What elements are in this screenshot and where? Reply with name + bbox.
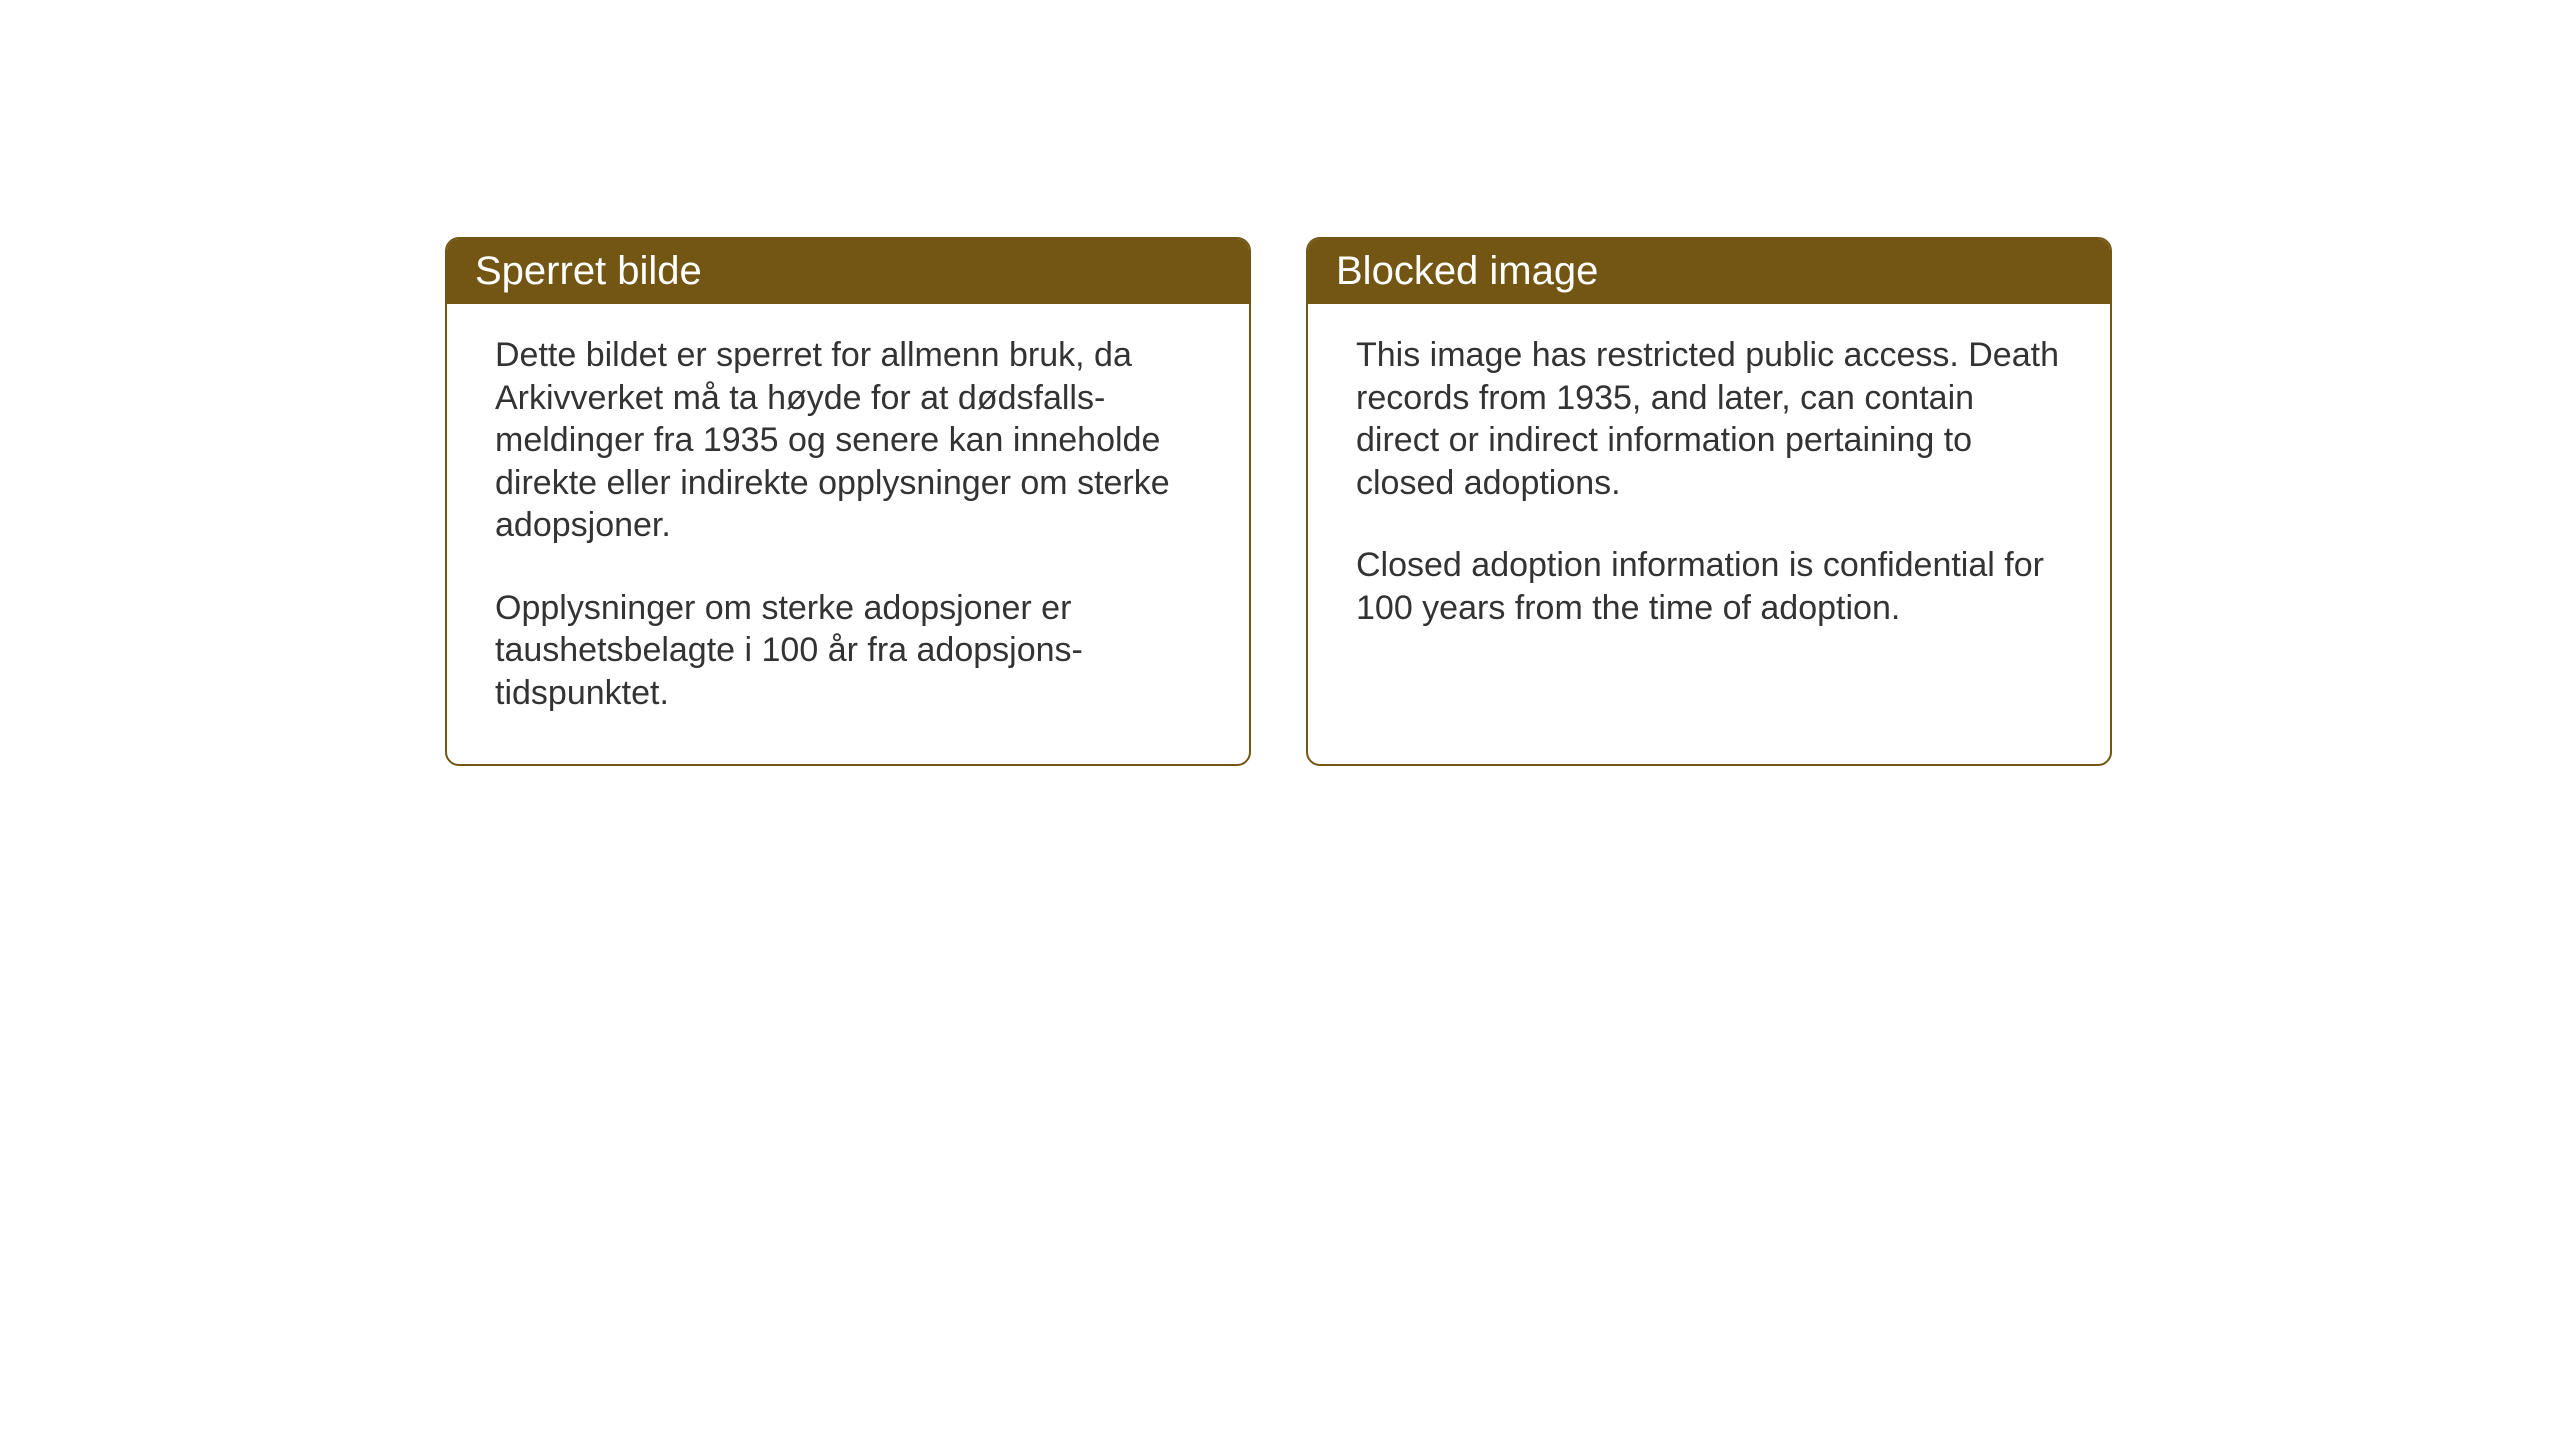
norwegian-notice-title: Sperret bilde xyxy=(447,239,1249,304)
english-notice-title: Blocked image xyxy=(1308,239,2110,304)
english-notice-body: This image has restricted public access.… xyxy=(1308,304,2110,679)
norwegian-paragraph-2: Opplysninger om sterke adopsjoner er tau… xyxy=(495,587,1201,715)
norwegian-notice-box: Sperret bilde Dette bildet er sperret fo… xyxy=(445,237,1251,766)
notice-container: Sperret bilde Dette bildet er sperret fo… xyxy=(445,237,2112,766)
norwegian-paragraph-1: Dette bildet er sperret for allmenn bruk… xyxy=(495,334,1201,547)
english-paragraph-2: Closed adoption information is confident… xyxy=(1356,544,2062,629)
english-paragraph-1: This image has restricted public access.… xyxy=(1356,334,2062,504)
english-notice-box: Blocked image This image has restricted … xyxy=(1306,237,2112,766)
norwegian-notice-body: Dette bildet er sperret for allmenn bruk… xyxy=(447,304,1249,764)
